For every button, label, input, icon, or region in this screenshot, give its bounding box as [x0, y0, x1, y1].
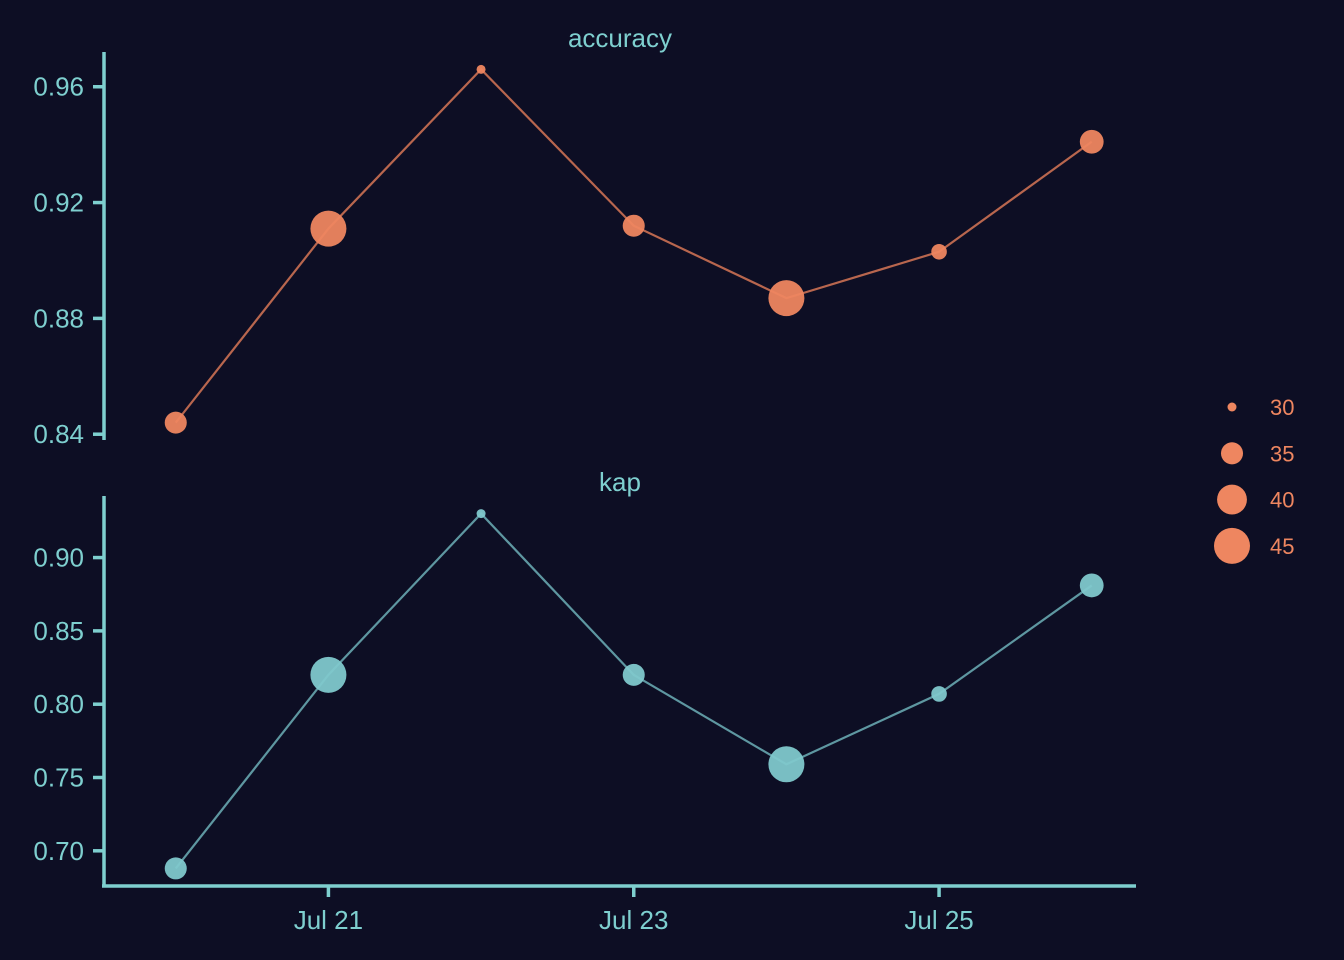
series-line-accuracy [174, 67, 1093, 424]
data-point-accuracy [622, 214, 645, 237]
size-legend: 30 35 40 45 [1214, 395, 1294, 564]
data-point-kap [476, 509, 486, 519]
panels-layer: accuracy 0.84 0.88 0.92 0.96 kap 0.70 0.75 0.80 0… [33, 23, 1136, 935]
data-point-kap [931, 686, 947, 702]
data-point-accuracy [768, 280, 805, 317]
legend-key [1220, 442, 1244, 465]
legend-key [1214, 527, 1250, 564]
y-tick-label: 0.90 [33, 543, 84, 573]
x-tick-label: Jul 25 [904, 905, 973, 935]
series-line-kap [174, 511, 1093, 870]
data-point-accuracy [310, 210, 347, 247]
panel-title-accuracy: accuracy [568, 23, 672, 53]
y-tick-label: 0.92 [33, 188, 84, 218]
legend-key [1227, 402, 1237, 412]
data-point-kap [1079, 573, 1104, 598]
y-tick-label: 0.75 [33, 763, 84, 793]
legend-label: 30 [1270, 395, 1294, 420]
data-point-accuracy [931, 243, 947, 260]
y-tick-label: 0.88 [33, 303, 84, 333]
y-tick-label: 0.84 [33, 419, 84, 449]
panel-accuracy: accuracy 0.84 0.88 0.92 0.96 [33, 23, 1104, 449]
legend-key [1217, 484, 1247, 515]
x-tick-label: Jul 23 [599, 905, 668, 935]
y-tick-label: 0.85 [33, 616, 84, 646]
panel-title-kap: kap [599, 467, 641, 497]
data-point-accuracy [164, 411, 187, 434]
data-point-accuracy [476, 64, 486, 74]
panel-kap: kap 0.70 0.75 0.80 0.85 0.90 Jul 21 Jul 23 Jul 2… [33, 467, 1136, 935]
data-point-kap [622, 663, 645, 686]
data-point-kap [768, 746, 805, 783]
data-point-kap [164, 857, 187, 880]
x-tick-label: Jul 21 [294, 905, 363, 935]
data-point-accuracy [1079, 129, 1104, 154]
legend-label: 45 [1270, 534, 1294, 559]
data-point-kap [310, 656, 347, 693]
y-tick-label: 0.70 [33, 836, 84, 866]
legend-label: 35 [1270, 441, 1294, 466]
legend-label: 40 [1270, 488, 1294, 513]
y-tick-label: 0.80 [33, 689, 84, 719]
y-tick-label: 0.96 [33, 72, 84, 102]
